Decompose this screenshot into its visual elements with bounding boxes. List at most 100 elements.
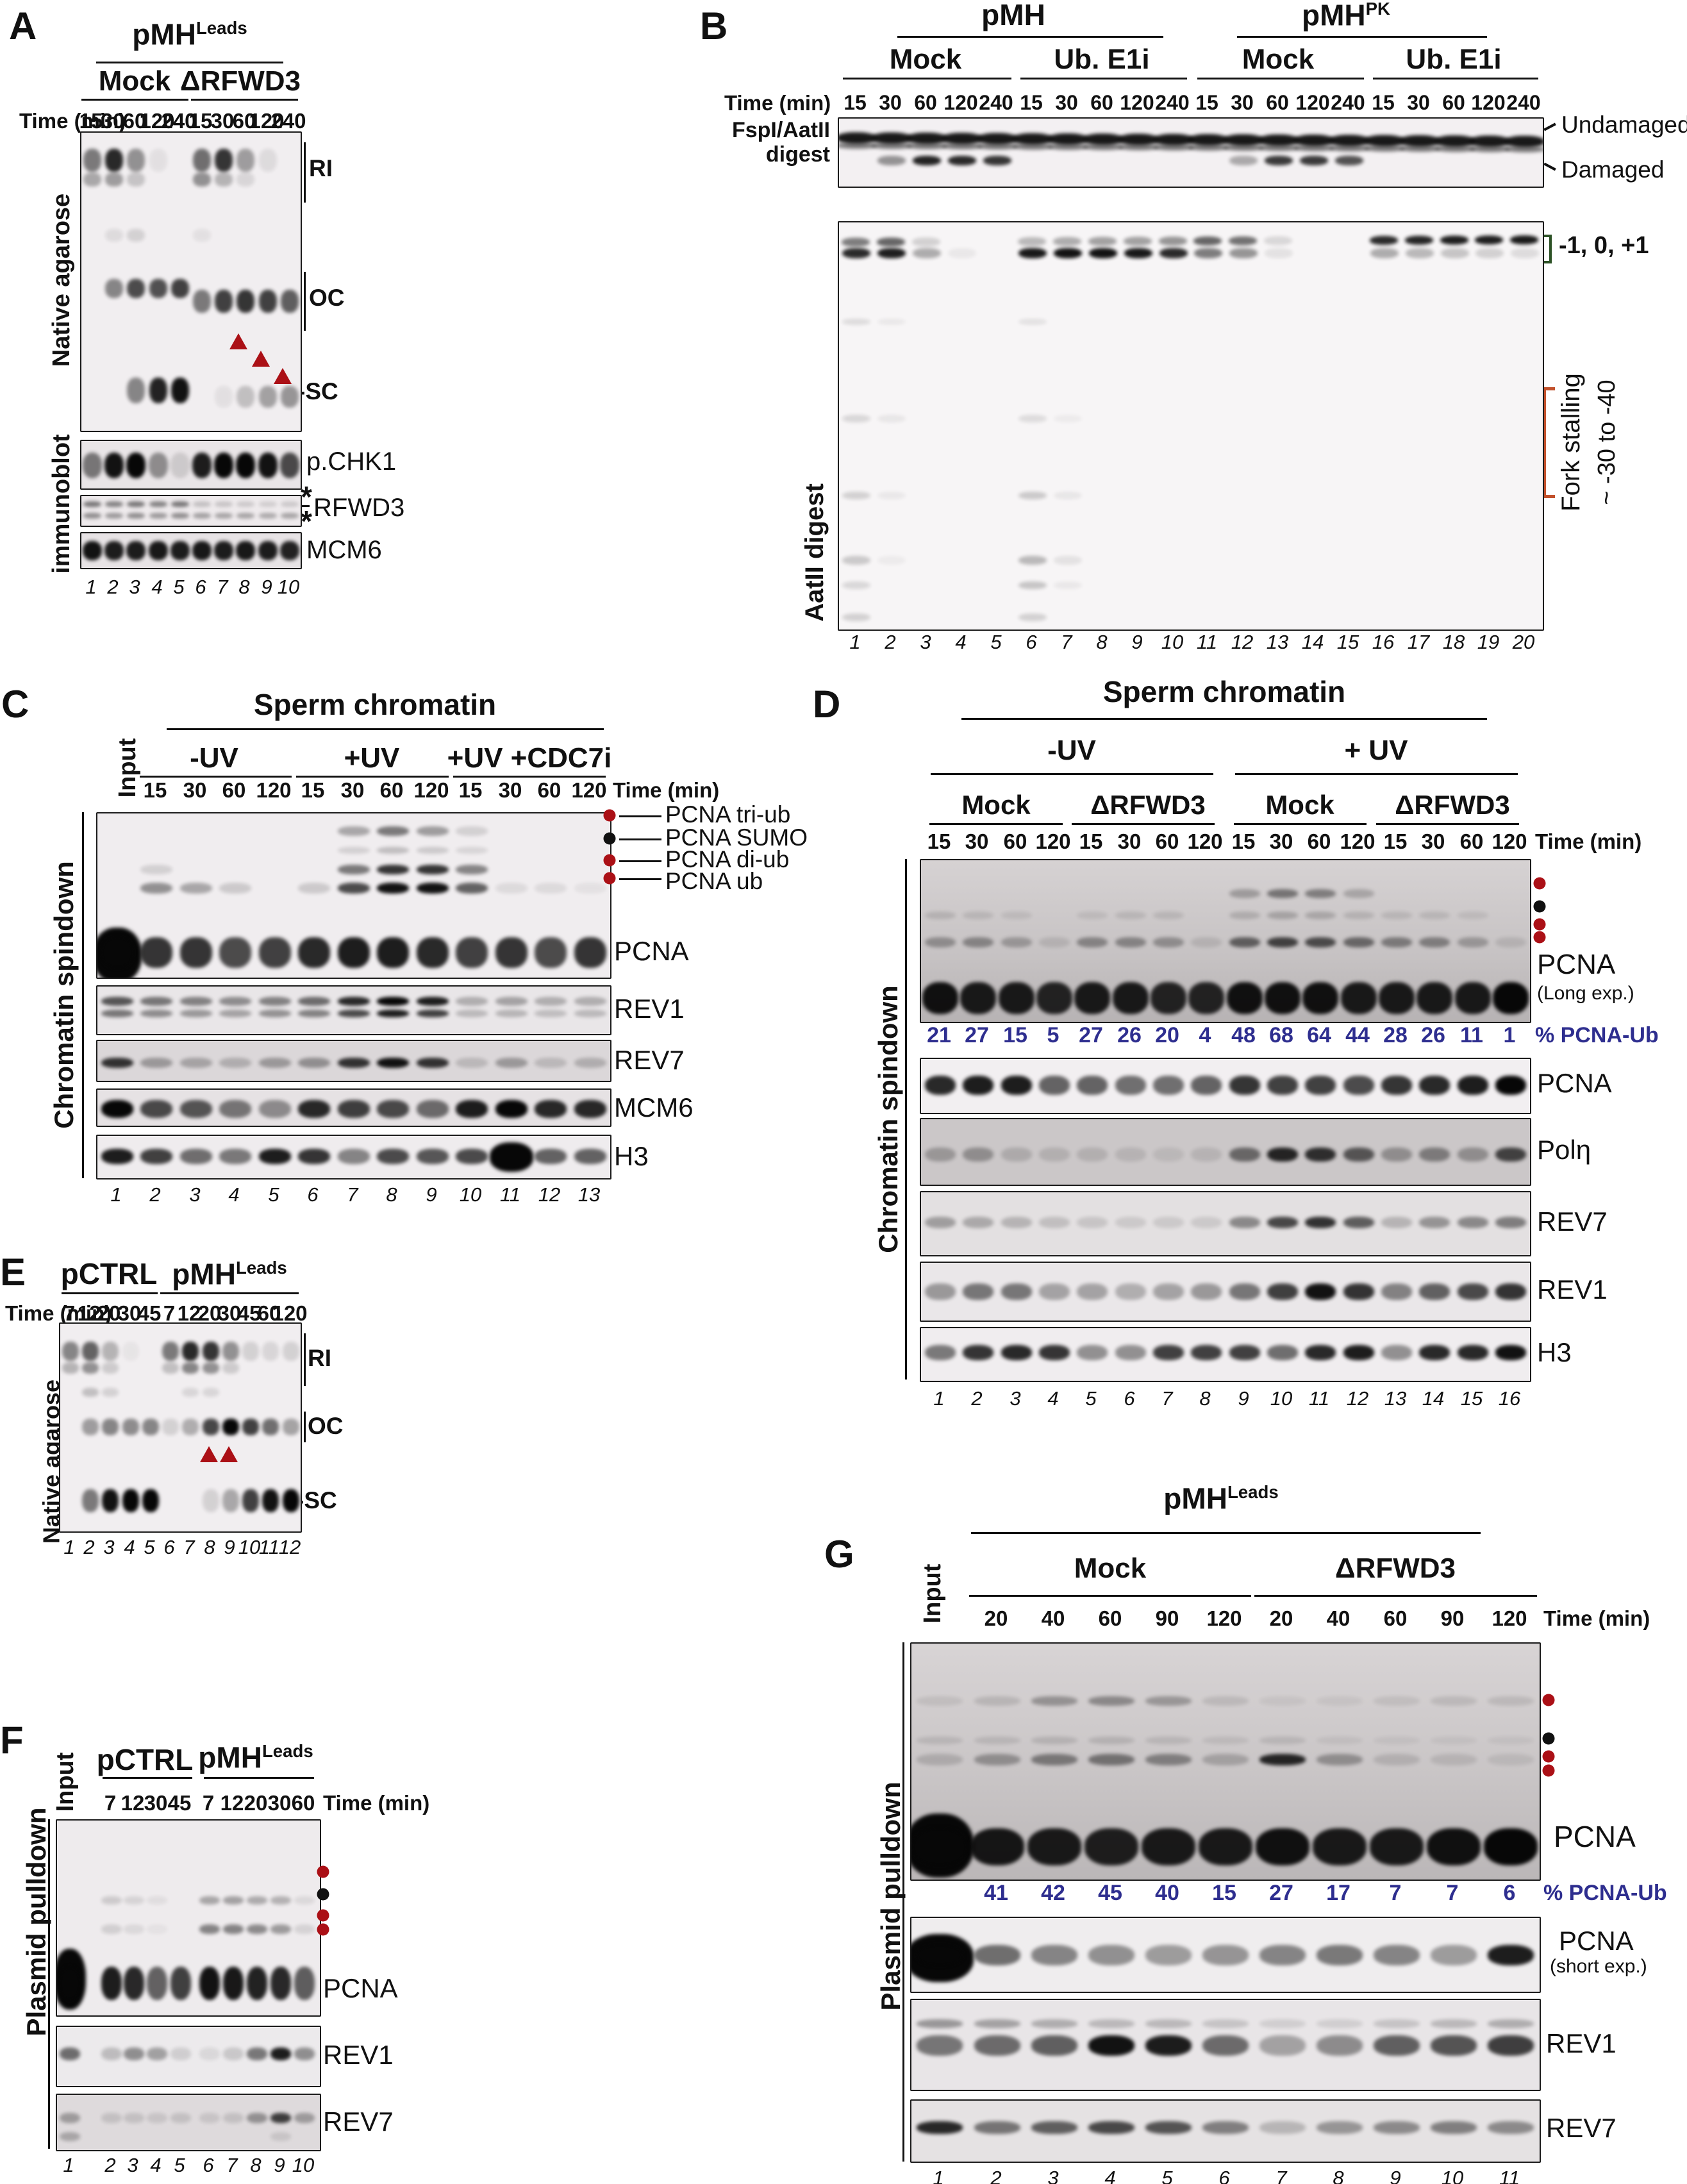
gel-band — [149, 149, 167, 172]
band-row — [839, 222, 1543, 629]
band-row — [911, 1918, 1540, 1992]
asterisk-lower: * — [301, 504, 312, 538]
gel-band — [270, 2047, 292, 2060]
underline-rule — [1543, 387, 1555, 390]
panel-letter-f: F — [0, 1719, 24, 1762]
gel-band — [1202, 1696, 1249, 1706]
time-values: 15 — [143, 778, 167, 802]
underline-rule — [929, 823, 1063, 825]
gel-band — [963, 912, 993, 919]
percent-pcna-ub-label: % PCNA-Ub — [1543, 1881, 1667, 1905]
time-values: 15 — [188, 109, 213, 133]
gel-band — [140, 1058, 172, 1068]
red-triangle-marker — [220, 1446, 238, 1462]
time-values: 15 — [79, 109, 103, 133]
gel-band — [1381, 1217, 1412, 1228]
underline-rule — [1072, 823, 1215, 825]
time-axis-label: Time (min) — [724, 91, 831, 115]
blot-label-mcm6: MCM6 — [306, 536, 382, 564]
gel-band — [948, 156, 976, 165]
gel-band — [495, 1010, 528, 1017]
gel-band — [456, 865, 488, 874]
gel-band — [1153, 1345, 1184, 1360]
gel-band — [1419, 1076, 1450, 1095]
gel-band — [146, 1896, 168, 1905]
underline-rule — [1376, 823, 1519, 825]
gel-band — [963, 1283, 993, 1300]
gel-band — [1458, 937, 1488, 947]
gel-band — [1202, 2035, 1249, 2056]
gel-band — [127, 172, 145, 187]
percent-pcna-ub-values: 27 — [965, 1023, 989, 1047]
gel-band — [842, 319, 870, 325]
gel-band — [1431, 2035, 1477, 2056]
band-row — [81, 533, 301, 568]
gel-band — [1229, 889, 1260, 898]
gel-band — [259, 1100, 291, 1118]
panel-c-title: Sperm chromatin — [253, 688, 497, 721]
gel-band — [123, 1924, 145, 1934]
gel-band — [1374, 1945, 1420, 1965]
gel-band — [1305, 1076, 1336, 1095]
gel-band — [123, 2113, 145, 2123]
time-values: 45 — [237, 1301, 262, 1325]
gel-band — [922, 982, 959, 1014]
gel-band — [1381, 912, 1412, 919]
gel-band — [1458, 1076, 1488, 1095]
underline-rule — [961, 718, 1487, 720]
red-triangle-marker — [229, 333, 247, 349]
red-triangle-marker — [274, 368, 292, 384]
blot-label-rfwd3: RFWD3 — [313, 494, 405, 522]
gel-band — [963, 1076, 993, 1095]
gel-band — [1374, 2019, 1420, 2028]
blot-pcna-long-exp — [920, 859, 1531, 1023]
blot-label-rev1: REV1 — [323, 2040, 394, 2070]
lane-numbers: 9 — [261, 576, 272, 598]
gel-band — [298, 997, 330, 1006]
gel-band — [377, 865, 409, 874]
underline-rule — [931, 773, 1213, 775]
gel-band — [298, 1010, 330, 1017]
blot-h3 — [96, 1135, 611, 1180]
gel-band — [1088, 2121, 1134, 2134]
gel-band — [170, 2113, 192, 2123]
gel-band — [417, 865, 449, 874]
gel-band — [242, 1419, 259, 1435]
gel-band — [1153, 1147, 1184, 1162]
gel-band — [912, 1828, 967, 1865]
gel-band — [417, 1149, 449, 1164]
gel-band — [960, 982, 997, 1014]
underline-rule — [1235, 773, 1518, 775]
time-values: 30 — [1055, 91, 1078, 114]
gel-band — [246, 2047, 268, 2060]
time-values: 40 — [1041, 1606, 1065, 1630]
time-axis-label: Time (min) — [19, 109, 126, 133]
gel-band — [270, 2113, 292, 2123]
red-dot-marker — [317, 1923, 329, 1936]
asterisk-upper: * — [301, 480, 312, 513]
gel-band — [1001, 1217, 1032, 1228]
gel-band — [1305, 1147, 1336, 1162]
gel-band — [222, 1896, 244, 1905]
lane-numbers: 4 — [1104, 2167, 1116, 2184]
blot-label-rev1: REV1 — [614, 994, 685, 1024]
gel-band — [192, 541, 212, 560]
time-values: 120 — [1206, 1606, 1242, 1630]
gel-band — [338, 997, 370, 1006]
gel-band — [1115, 1283, 1146, 1300]
gel-band — [222, 1924, 244, 1934]
blot-rfwd3 — [80, 495, 302, 527]
gel-band — [1370, 248, 1399, 258]
gel-band — [877, 156, 906, 165]
gel-band — [182, 1362, 199, 1374]
band-row — [57, 2095, 320, 2150]
gel-band — [1115, 1345, 1146, 1360]
gel-band — [1191, 1345, 1222, 1360]
gel-band — [1374, 1754, 1420, 1765]
gel-band — [1267, 1076, 1298, 1095]
lane-numbers: 7 — [1161, 1387, 1173, 1410]
gel-band — [222, 1362, 239, 1374]
gel-band — [149, 513, 167, 519]
gel-band — [193, 172, 211, 187]
lane-numbers: 1 — [933, 2167, 944, 2184]
